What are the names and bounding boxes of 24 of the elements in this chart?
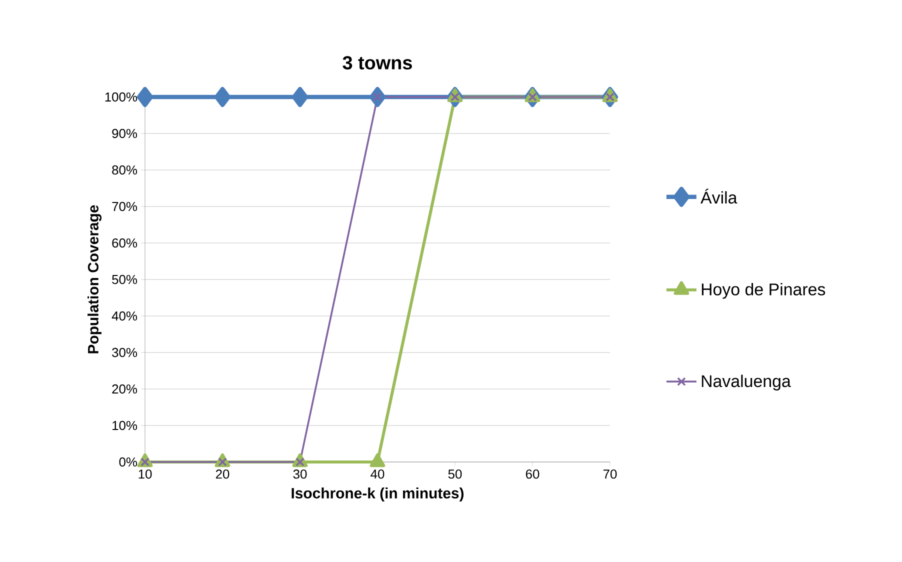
y-tick-label: 30% [112,348,138,358]
x-tick-label: 60 [526,470,540,479]
x-tick-label: 40 [370,470,384,479]
y-tick-label: 20% [112,384,138,394]
legend-label: Navaluenga [702,374,791,390]
y-tick-label: 0% [119,457,138,467]
y-tick-label: 100% [105,92,138,102]
legend-label: Ávila [700,188,738,204]
y-tick-label: 90% [112,128,138,138]
y-tick-label: 80% [112,165,138,175]
y-axis-title: Population Coverage [88,205,102,354]
y-tick-label: 50% [112,274,138,284]
x-axis-title: Isochrone-k (in minutes) [292,488,464,502]
x-tick-label: 20 [216,470,230,479]
x-tick-label: 30 [293,470,307,479]
x-tick-label: 70 [603,470,617,479]
chart-title: 3 towns [342,56,412,70]
x-tick-label: 50 [448,470,462,479]
y-tick-label: 10% [112,420,138,430]
y-tick-label: 40% [112,311,138,321]
legend-label: Hoyo de Pinares [702,282,826,299]
x-tick-label: 10 [138,470,152,479]
y-tick-label: 70% [112,202,138,212]
y-tick-label: 60% [112,238,138,248]
